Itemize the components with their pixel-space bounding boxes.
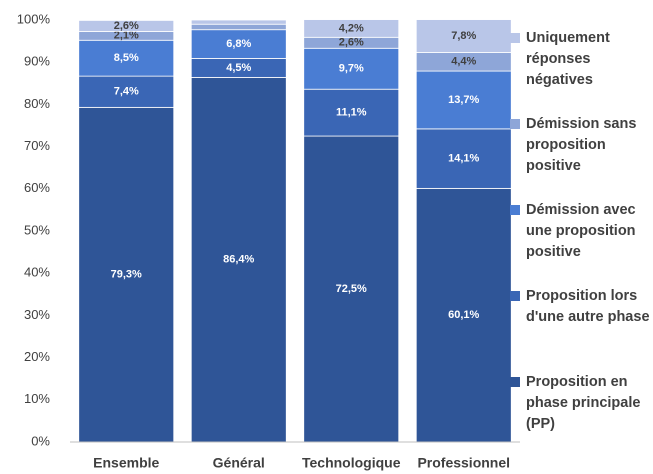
value-label: 72,5%: [336, 283, 367, 295]
x-tick-label: Technologique: [302, 455, 401, 471]
legend-label: Démission sans proposition positive: [526, 116, 637, 174]
value-label: 86,4%: [223, 254, 254, 266]
legend-label: Proposition en phase principale (PP): [526, 374, 641, 432]
legend-item: Démission sans proposition positive: [510, 114, 650, 200]
value-label: 4,2%: [339, 22, 364, 34]
y-tick-label: 40%: [24, 265, 50, 280]
value-label: 7,4%: [114, 86, 139, 98]
value-label: 7,8%: [451, 30, 476, 42]
legend-item: Proposition en phase principale (PP): [510, 372, 650, 458]
value-label: 11,1%: [336, 107, 367, 119]
legend-swatch: [510, 119, 520, 129]
value-label: 2,6%: [339, 37, 364, 49]
legend-swatch: [510, 377, 520, 387]
y-tick-label: 20%: [24, 349, 50, 364]
y-tick-label: 70%: [24, 138, 50, 153]
bar-segment: [303, 47, 400, 90]
bar-segment: [303, 19, 400, 38]
y-tick-label: 10%: [24, 391, 50, 406]
bar-segment: [78, 20, 175, 32]
legend-label: Démission avec une proposition positive: [526, 202, 636, 260]
bar-segment: [415, 187, 512, 443]
y-tick-label: 50%: [24, 222, 50, 237]
value-label: 9,7%: [339, 63, 364, 75]
legend-swatch: [510, 291, 520, 301]
value-label: 60,1%: [448, 309, 479, 321]
value-label: 79,3%: [111, 269, 142, 281]
bar-segment: [190, 19, 287, 25]
x-tick-label: Professionnel: [417, 455, 510, 471]
y-tick-label: 30%: [24, 307, 50, 322]
value-label: 2,1%: [114, 30, 139, 42]
y-tick-label: 100%: [17, 11, 51, 26]
x-tick-label: Général: [213, 455, 265, 471]
bar-segment: [190, 76, 287, 443]
legend-swatch: [510, 33, 520, 43]
legend-label: Proposition lors d'une autre phase: [526, 288, 650, 325]
legend-item: Proposition lors d'une autre phase: [510, 286, 650, 372]
y-tick-label: 80%: [24, 96, 50, 111]
bar-segment: [78, 75, 175, 108]
y-tick-label: 0%: [31, 433, 50, 448]
bar-segment: [78, 106, 175, 443]
bar-segment: [190, 23, 287, 31]
legend-item: Démission avec une proposition positive: [510, 200, 650, 286]
bar-segment: [415, 19, 512, 53]
bar-segment: [415, 70, 512, 130]
legend-item: Uniquement réponses négatives: [510, 28, 650, 114]
y-tick-label: 90%: [24, 54, 50, 69]
legend-label: Uniquement réponses négatives: [526, 30, 610, 88]
value-label: 4,5%: [226, 62, 251, 74]
bar-segment: [303, 135, 400, 443]
value-label: 2,6%: [114, 20, 139, 32]
legend-swatch: [510, 205, 520, 215]
bar-segment: [78, 39, 175, 77]
x-tick-label: Ensemble: [93, 455, 159, 471]
value-label: 8,5%: [114, 52, 139, 64]
value-label: 6,8%: [226, 38, 251, 50]
bar-segment: [303, 88, 400, 137]
bar-segment: [190, 29, 287, 59]
value-label: 4,4%: [451, 56, 476, 68]
legend: Uniquement réponses négatives Démission s…: [510, 28, 650, 458]
value-label: 13,7%: [448, 94, 479, 106]
value-label: 14,1%: [448, 153, 479, 165]
bar-segment: [415, 128, 512, 189]
y-tick-label: 60%: [24, 180, 50, 195]
